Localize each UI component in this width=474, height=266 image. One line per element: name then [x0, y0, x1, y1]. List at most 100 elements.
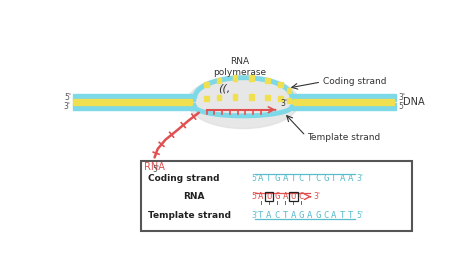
Bar [73, 99, 78, 105]
Bar [292, 99, 296, 105]
Bar [384, 99, 389, 105]
Text: 3': 3' [64, 102, 71, 111]
Ellipse shape [188, 76, 299, 128]
Bar [79, 99, 83, 105]
Text: A: A [347, 174, 353, 183]
Bar [204, 82, 209, 88]
Bar [292, 103, 396, 110]
Text: A: A [283, 174, 288, 183]
Bar [346, 99, 351, 105]
Bar [73, 103, 195, 110]
Text: 5': 5' [153, 165, 160, 174]
Bar [341, 99, 345, 105]
Bar [335, 99, 340, 105]
Text: Template strand: Template strand [148, 211, 231, 220]
Text: 3': 3' [398, 93, 405, 102]
Bar [292, 94, 396, 101]
Bar [297, 99, 302, 105]
Bar [330, 99, 334, 105]
Bar [390, 99, 394, 105]
Text: U: U [291, 192, 296, 201]
Text: T: T [291, 174, 296, 183]
Bar [90, 99, 94, 105]
Bar [278, 82, 283, 88]
Bar [73, 94, 195, 101]
Text: A: A [258, 174, 264, 183]
Bar [308, 99, 313, 105]
Bar [95, 99, 100, 105]
Bar [368, 99, 373, 105]
Text: T: T [258, 211, 264, 220]
Bar [160, 99, 164, 105]
Text: Coding strand: Coding strand [148, 174, 220, 183]
Text: 5': 5' [64, 93, 71, 102]
Bar [84, 99, 89, 105]
Text: A: A [258, 192, 264, 201]
Text: G: G [274, 192, 280, 201]
Text: T: T [283, 211, 288, 220]
Text: G: G [274, 174, 280, 183]
Bar [357, 99, 362, 105]
Text: RNA
polymerase: RNA polymerase [213, 57, 266, 77]
Bar [217, 95, 221, 100]
Bar [217, 78, 221, 83]
Text: T: T [347, 211, 353, 220]
Bar [176, 99, 181, 105]
Bar [128, 99, 132, 105]
Text: C: C [299, 174, 304, 183]
Bar [289, 193, 298, 201]
Text: 5': 5' [251, 174, 258, 183]
Text: A: A [331, 211, 337, 220]
Text: ((,: ((, [218, 83, 230, 93]
Bar [106, 99, 110, 105]
Text: RNA: RNA [183, 192, 205, 201]
Text: A: A [307, 211, 312, 220]
Bar [155, 99, 159, 105]
Bar [379, 99, 383, 105]
Bar [122, 99, 127, 105]
Bar [204, 96, 209, 101]
Bar [362, 99, 367, 105]
Bar [265, 95, 270, 100]
Text: T: T [266, 174, 272, 183]
Bar [171, 99, 175, 105]
Text: A: A [283, 192, 288, 201]
Text: 5': 5' [356, 211, 364, 220]
Text: C: C [315, 174, 320, 183]
Bar [351, 99, 356, 105]
Bar [302, 99, 307, 105]
Text: 5': 5' [398, 102, 405, 111]
Text: T: T [331, 174, 337, 183]
Bar [278, 96, 283, 101]
Bar [249, 75, 254, 81]
Bar [100, 99, 105, 105]
Bar [165, 99, 170, 105]
Bar [141, 161, 412, 231]
Text: Coding strand: Coding strand [323, 77, 386, 86]
Bar [187, 99, 192, 105]
Text: A: A [339, 174, 345, 183]
Text: A: A [266, 211, 272, 220]
Bar [319, 99, 324, 105]
Text: T: T [339, 211, 345, 220]
Bar [233, 75, 237, 81]
Bar [324, 99, 329, 105]
Bar [286, 98, 291, 103]
Bar [138, 99, 143, 105]
Bar [149, 99, 154, 105]
Bar [313, 99, 318, 105]
Bar [133, 99, 137, 105]
Bar [233, 94, 237, 99]
Text: G: G [299, 211, 304, 220]
Bar [182, 99, 186, 105]
Text: 3': 3' [280, 99, 287, 108]
Text: C: C [299, 192, 304, 201]
Text: C: C [274, 211, 280, 220]
Text: RNA: RNA [144, 162, 165, 172]
Bar [286, 88, 291, 93]
Bar [144, 99, 148, 105]
Text: DNA: DNA [402, 97, 424, 107]
Bar [373, 99, 378, 105]
Text: T: T [307, 174, 312, 183]
Text: 3': 3' [356, 174, 364, 183]
